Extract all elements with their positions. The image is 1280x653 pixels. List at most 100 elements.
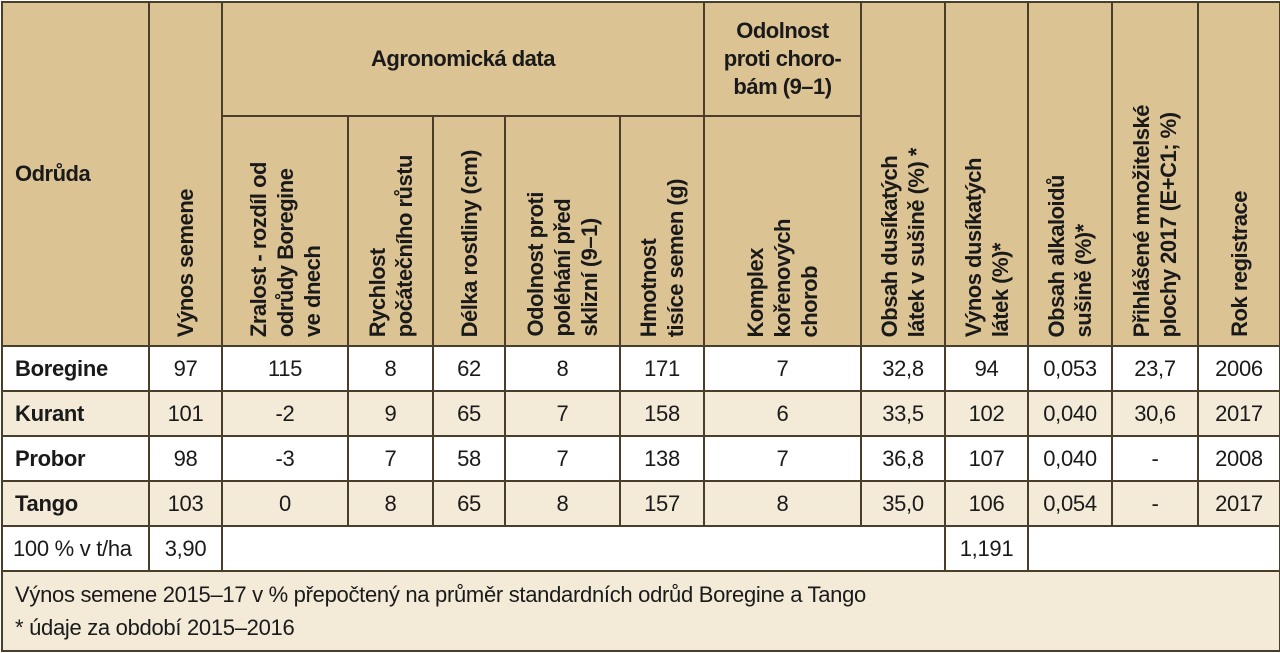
notes-cell: Výnos semene 2015–17 v % přepočtený na p…: [1, 570, 1280, 652]
cell: 7: [504, 435, 621, 482]
area-line1: Přihlášené množitelské: [1129, 104, 1154, 337]
early-growth-line2: počátečního růstu: [391, 154, 417, 337]
cell: 7: [347, 435, 434, 482]
cell: 157: [619, 480, 705, 527]
cell: 8: [703, 480, 862, 527]
tsw-line1: Hmotnost: [636, 238, 661, 337]
header-reg-year: Rok registrace: [1197, 1, 1280, 347]
cell: 2017: [1197, 480, 1280, 527]
table-row: Tango 103 0 8 65 8 157 8 35,0 106 0,054 …: [1, 480, 1280, 527]
cell: 7: [703, 345, 862, 392]
cell: 35,0: [860, 480, 946, 527]
cell: 115: [221, 345, 349, 392]
cell: 0,054: [1027, 480, 1113, 527]
maturity-line2: odrůdy Boregine: [272, 168, 298, 337]
cell: 97: [148, 345, 223, 392]
cell: 102: [944, 390, 1029, 437]
cell: 2006: [1197, 345, 1280, 392]
header-tsw: Hmotnost tisíce semen (g): [619, 115, 705, 347]
maturity-line3: ve dnech: [299, 245, 325, 337]
cell: 62: [432, 345, 506, 392]
area-line2: plochy 2017 (E+C1; %): [1156, 112, 1181, 337]
cell: 8: [504, 480, 621, 527]
base-empty-right: [1027, 525, 1280, 572]
cell: 65: [432, 480, 506, 527]
header-seed-yield-label: Výnos semene: [173, 188, 198, 337]
notes-row: Výnos semene 2015–17 v % přepočtený na p…: [1, 570, 1280, 652]
n-yield-line2: látek (%)*: [987, 242, 1013, 337]
n-yield-line1: Výnos dusíkatých: [960, 157, 986, 337]
lodging-line1: Odolnost proti: [523, 192, 548, 337]
table-row: Boregine 97 115 8 62 8 171 7 32,8 94 0,0…: [1, 345, 1280, 392]
note-line-1: Výnos semene 2015–17 v % přepočtený na p…: [15, 582, 866, 607]
cell: 7: [504, 390, 621, 437]
header-disease-line1: Odolnost proti choro-bám (9–1): [723, 18, 842, 99]
cell: 2017: [1197, 390, 1280, 437]
root-disease-line2: kořenových: [770, 218, 795, 338]
note-line-2: * údaje za období 2015–2016: [15, 615, 295, 640]
header-early-growth: Rychlost počátečního růstu: [347, 115, 434, 347]
root-disease-line3: chorob: [797, 265, 822, 337]
cell: 8: [347, 345, 434, 392]
header-plant-length: Délka rostliny (cm): [432, 115, 506, 347]
cell: 9: [347, 390, 434, 437]
cell: 8: [347, 480, 434, 527]
cell: 30,6: [1111, 390, 1199, 437]
cell: 101: [148, 390, 223, 437]
header-n-content: Obsah dusíkatých látek v sušině (%) *: [860, 1, 946, 347]
variety-name: Tango: [1, 480, 150, 527]
header-alkaloid: Obsah alkaloidů sušině (%)*: [1027, 1, 1113, 347]
cell: 0,053: [1027, 345, 1113, 392]
cell: -3: [221, 435, 349, 482]
cell: 171: [619, 345, 705, 392]
cell: -: [1111, 480, 1199, 527]
cell: 33,5: [860, 390, 946, 437]
cell: 98: [148, 435, 223, 482]
base-n-yield: 1,191: [944, 525, 1029, 572]
cell: 7: [703, 435, 862, 482]
variety-name: Probor: [1, 435, 150, 482]
cell: -2: [221, 390, 349, 437]
lodging-line2: poléhání před: [550, 199, 575, 337]
cell: 138: [619, 435, 705, 482]
header-area: Přihlášené množitelské plochy 2017 (E+C1;…: [1111, 1, 1199, 347]
cell: 8: [504, 345, 621, 392]
variety-name: Boregine: [1, 345, 150, 392]
header-seed-yield: Výnos semene: [148, 1, 223, 347]
cell: 6: [703, 390, 862, 437]
header-disease-group: Odolnost proti choro-bám (9–1): [703, 1, 862, 117]
alkaloid-line2: sušině (%)*: [1071, 223, 1096, 337]
cell: 58: [432, 435, 506, 482]
maturity-line1: Zralost - rozdíl od: [245, 161, 271, 337]
reg-year-label: Rok registrace: [1226, 191, 1252, 337]
n-content-line2: látek v sušině (%) *: [904, 147, 929, 337]
header-agronomic-group: Agronomická data: [221, 1, 705, 117]
root-disease-line1: Komplex: [743, 247, 768, 337]
cell: 0,040: [1027, 435, 1113, 482]
header-n-yield: Výnos dusíkatých látek (%)*: [944, 1, 1029, 347]
lodging-line3: sklizní (9–1): [577, 218, 602, 337]
cell: -: [1111, 435, 1199, 482]
table-row: Kurant 101 -2 9 65 7 158 6 33,5 102 0,04…: [1, 390, 1280, 437]
n-content-line1: Obsah dusíkatých: [877, 155, 902, 337]
cell: 107: [944, 435, 1029, 482]
base-row: 100 % v t/ha 3,90 1,191: [1, 525, 1280, 572]
cell: 94: [944, 345, 1029, 392]
tsw-line2: tisíce semen (g): [663, 178, 688, 337]
cell: 103: [148, 480, 223, 527]
header-variety: Odrůda: [1, 1, 150, 347]
early-growth-line1: Rychlost: [364, 248, 390, 337]
cell: 32,8: [860, 345, 946, 392]
variety-name: Kurant: [1, 390, 150, 437]
header-root-disease: Komplex kořenových chorob: [703, 115, 862, 347]
cell: 158: [619, 390, 705, 437]
cell: 2008: [1197, 435, 1280, 482]
header-lodging: Odolnost proti poléhání před sklizní (9–1): [504, 115, 621, 347]
base-seed: 3,90: [148, 525, 223, 572]
cell: 36,8: [860, 435, 946, 482]
alkaloid-line1: Obsah alkaloidů: [1044, 174, 1069, 337]
cell: 65: [432, 390, 506, 437]
base-empty: [221, 525, 946, 572]
cell: 0: [221, 480, 349, 527]
